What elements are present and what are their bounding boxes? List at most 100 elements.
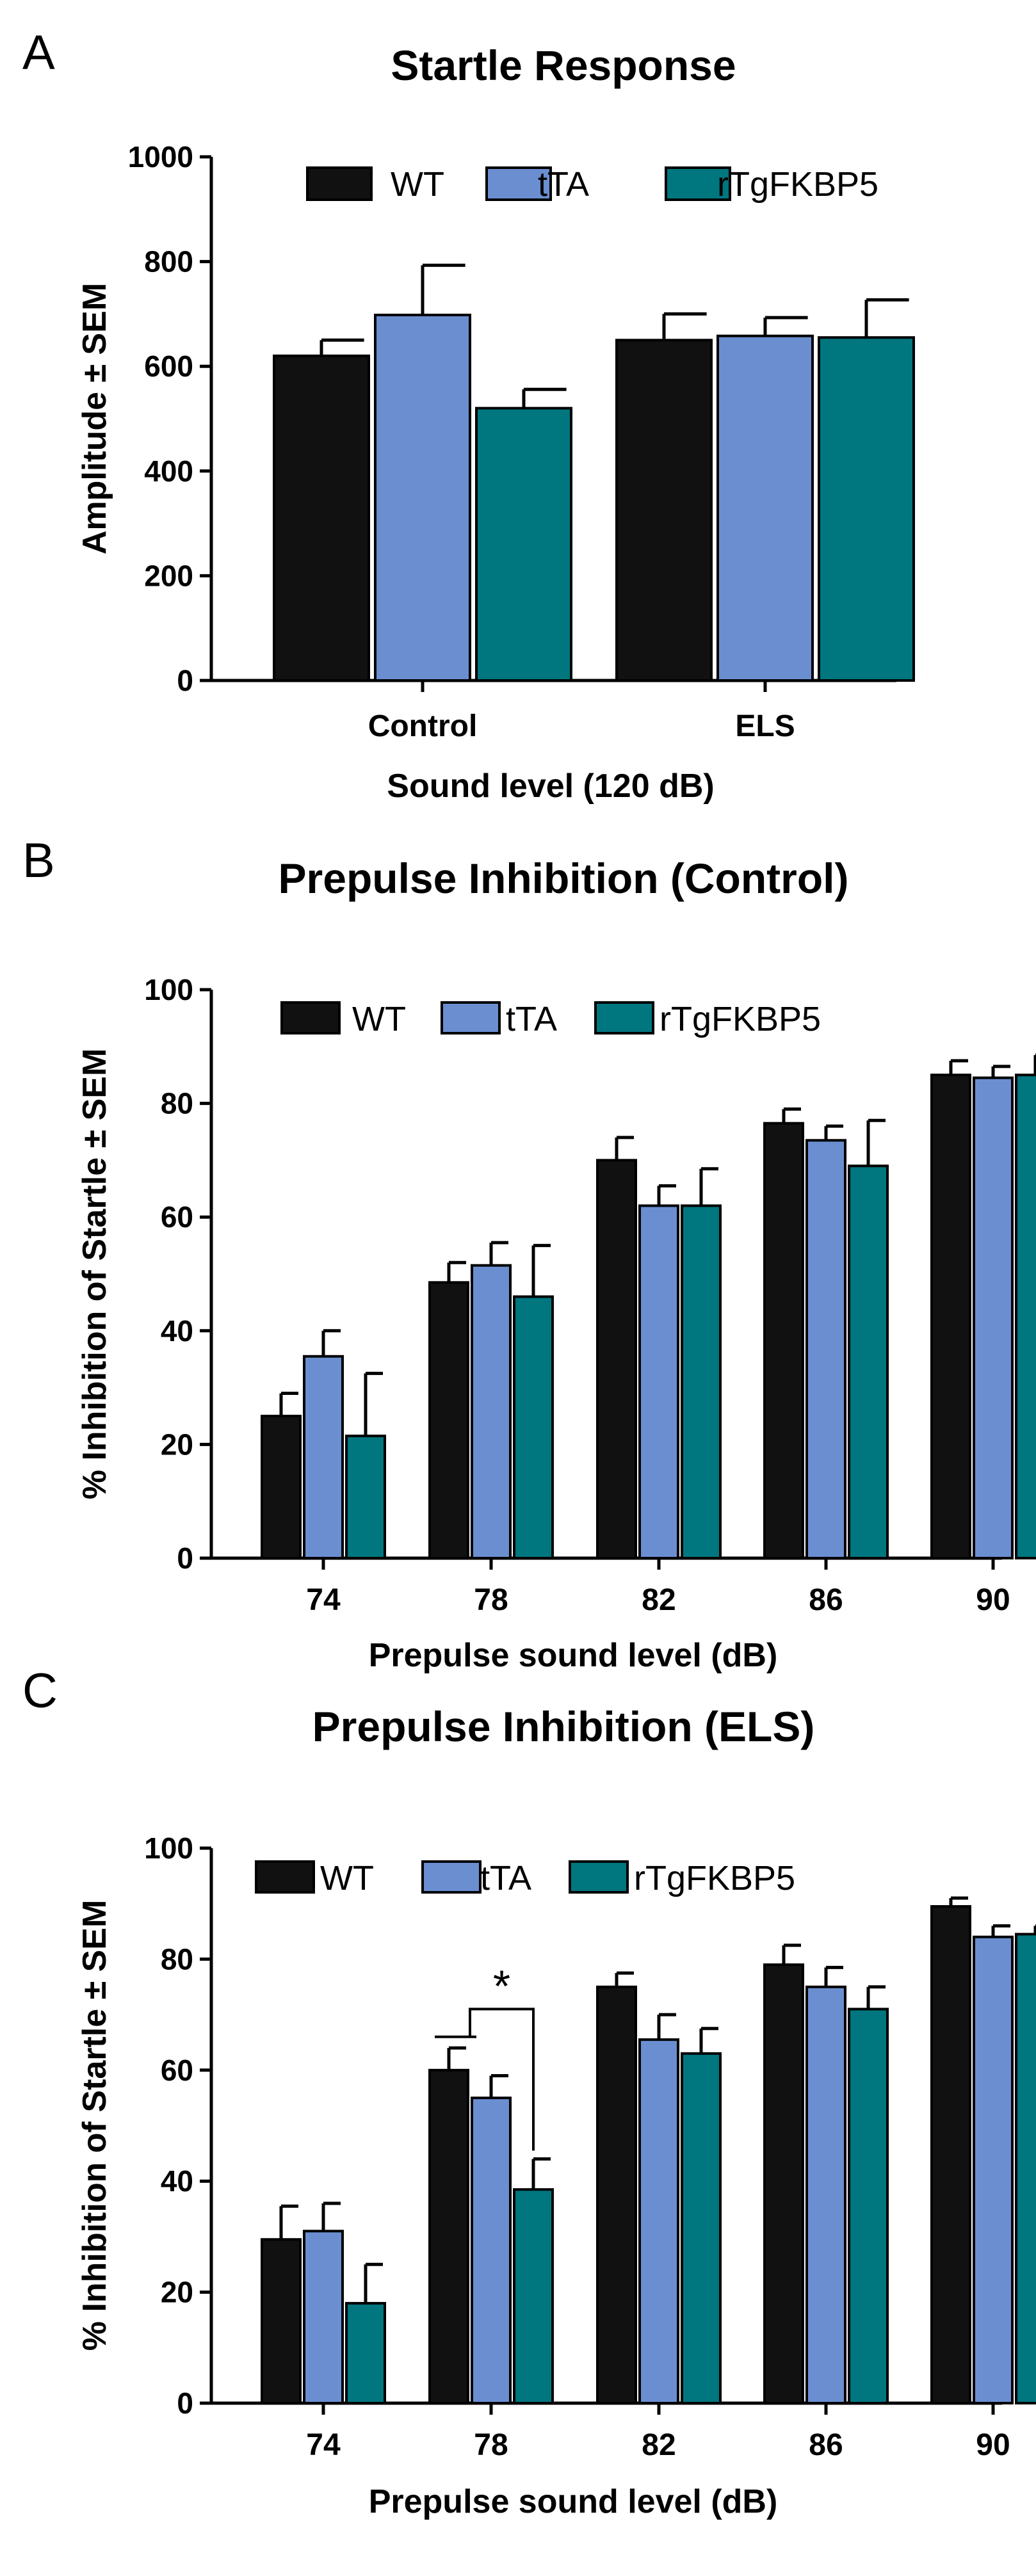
x-tick-label: 74 xyxy=(306,2428,341,2462)
x-axis-label: Prepulse sound level (dB) xyxy=(369,1637,778,1674)
bar-rtgfkbp5 xyxy=(681,2052,722,2405)
bar-tta xyxy=(973,1076,1014,1559)
x-axis-label: Sound level (120 dB) xyxy=(387,768,714,805)
y-tick-label: 400 xyxy=(144,455,193,488)
legend-label: tTA xyxy=(538,165,589,204)
y-tick-label: 20 xyxy=(161,2276,193,2309)
panel-letter: B xyxy=(22,833,55,888)
bar-rtgfkbp5 xyxy=(1015,1074,1036,1559)
y-axis-label: Amplitude ± SEM xyxy=(76,283,113,554)
x-tick-label: 90 xyxy=(976,1583,1010,1617)
bar-wt xyxy=(596,1159,637,1559)
chart-title: Prepulse Inhibition (ELS) xyxy=(312,1703,815,1750)
x-tick-label: 90 xyxy=(976,2428,1010,2462)
x-tick-label: ELS xyxy=(735,709,795,743)
y-tick-label: 0 xyxy=(177,1542,193,1575)
x-tick-label: 82 xyxy=(642,2428,676,2462)
bar-wt xyxy=(261,2238,302,2405)
y-tick-label: 0 xyxy=(177,2387,193,2420)
bar-tta xyxy=(805,1985,846,2404)
y-axis-label: % Inhibition of Startle ± SEM xyxy=(76,1900,113,2351)
y-tick-label: 40 xyxy=(161,2164,193,2198)
bar-wt xyxy=(930,1905,971,2404)
bar-rtgfkbp5 xyxy=(345,1435,386,1560)
panel-letter: A xyxy=(22,26,55,80)
y-tick-label: 80 xyxy=(161,1942,193,1976)
x-tick-label: Control xyxy=(368,709,478,743)
bar-wt xyxy=(930,1074,971,1559)
x-tick-label: 86 xyxy=(809,2428,843,2462)
bar-rtgfkbp5 xyxy=(681,1204,722,1559)
y-tick-label: 80 xyxy=(161,1087,193,1120)
legend-label: WT xyxy=(320,1859,374,1897)
y-tick-label: 600 xyxy=(144,350,193,383)
legend-swatch-rtgfkbp5 xyxy=(569,1860,629,1894)
y-tick-label: 1000 xyxy=(128,140,193,173)
x-tick-label: 78 xyxy=(474,1583,508,1617)
legend-label: tTA xyxy=(480,1859,531,1897)
bar-rtgfkbp5 xyxy=(1015,1933,1036,2404)
legend-swatch-rtgfkbp5 xyxy=(594,1001,654,1034)
x-tick-label: 78 xyxy=(474,2428,508,2462)
panel-b: B Prepulse Inhibition (Control) 0 20 40 60 80 1… xyxy=(22,833,1036,1674)
panel-a: A Startle Response 0 200 400 600 800 1000 Amplit… xyxy=(22,26,915,805)
legend-swatch-tta xyxy=(421,1860,482,1894)
panel-c: C Prepulse Inhibition (ELS) 0 20 40 60 80 100 % … xyxy=(22,1664,1036,2520)
bar-tta xyxy=(303,1355,344,1559)
significance-bracket xyxy=(469,2008,535,2151)
bar-wt xyxy=(261,1415,302,1559)
x-tick-label: 82 xyxy=(642,1583,676,1617)
chart-title: Prepulse Inhibition (Control) xyxy=(279,855,849,902)
bar-tta xyxy=(805,1139,846,1559)
significance-star: * xyxy=(493,1961,510,2011)
legend-label: rTgFKBP5 xyxy=(660,1000,821,1038)
x-tick-label: 86 xyxy=(809,1583,843,1617)
y-tick-label: 100 xyxy=(144,973,193,1006)
legend-swatch-tta xyxy=(441,1001,501,1034)
chart-title: Startle Response xyxy=(391,42,736,89)
y-tick-label: 20 xyxy=(161,1428,193,1461)
legend-swatch-tta xyxy=(485,166,552,201)
x-axis-label: Prepulse sound level (dB) xyxy=(369,2483,778,2520)
bar-rtgfkbp5 xyxy=(513,1295,554,1560)
bar-wt xyxy=(428,2068,469,2405)
legend-label: rTgFKBP5 xyxy=(634,1859,795,1897)
bar-rtgfkbp5 xyxy=(475,407,572,682)
bar-wt xyxy=(763,1963,804,2405)
y-tick-label: 60 xyxy=(161,2054,193,2087)
bar-rtgfkbp5 xyxy=(818,336,915,682)
bar-wt xyxy=(273,354,370,682)
bar-wt xyxy=(615,339,713,682)
bar-tta xyxy=(303,2230,344,2404)
legend-label: WT xyxy=(391,165,444,204)
bar-tta xyxy=(638,2038,679,2404)
legend-label: rTgFKBP5 xyxy=(717,165,878,204)
y-tick-label: 800 xyxy=(144,245,193,278)
y-tick-label: 200 xyxy=(144,559,193,592)
legend-swatch-wt xyxy=(255,1860,315,1894)
bar-tta xyxy=(374,314,471,682)
legend-label: WT xyxy=(352,1000,406,1038)
bar-tta xyxy=(973,1935,1014,2404)
bar-tta xyxy=(638,1204,679,1559)
x-tick-label: 74 xyxy=(306,1583,341,1617)
bar-tta xyxy=(471,1264,512,1560)
y-tick-label: 100 xyxy=(144,1831,193,1865)
y-tick-label: 40 xyxy=(161,1314,193,1348)
legend-swatch-wt xyxy=(280,1001,341,1034)
bar-rtgfkbp5 xyxy=(848,1164,889,1559)
bar-rtgfkbp5 xyxy=(345,2301,386,2404)
bar-rtgfkbp5 xyxy=(848,2008,889,2404)
legend-swatch-wt xyxy=(306,166,373,201)
bar-tta xyxy=(716,334,814,682)
y-tick-label: 60 xyxy=(161,1200,193,1234)
bar-tta xyxy=(471,2097,512,2404)
bar-wt xyxy=(763,1122,804,1560)
bar-wt xyxy=(596,1985,637,2404)
y-axis-label: % Inhibition of Startle ± SEM xyxy=(76,1049,113,1500)
legend-swatch-rtgfkbp5 xyxy=(665,166,731,201)
bar-wt xyxy=(428,1281,469,1559)
bar-rtgfkbp5 xyxy=(513,2188,554,2405)
y-tick-label: 0 xyxy=(177,664,193,697)
